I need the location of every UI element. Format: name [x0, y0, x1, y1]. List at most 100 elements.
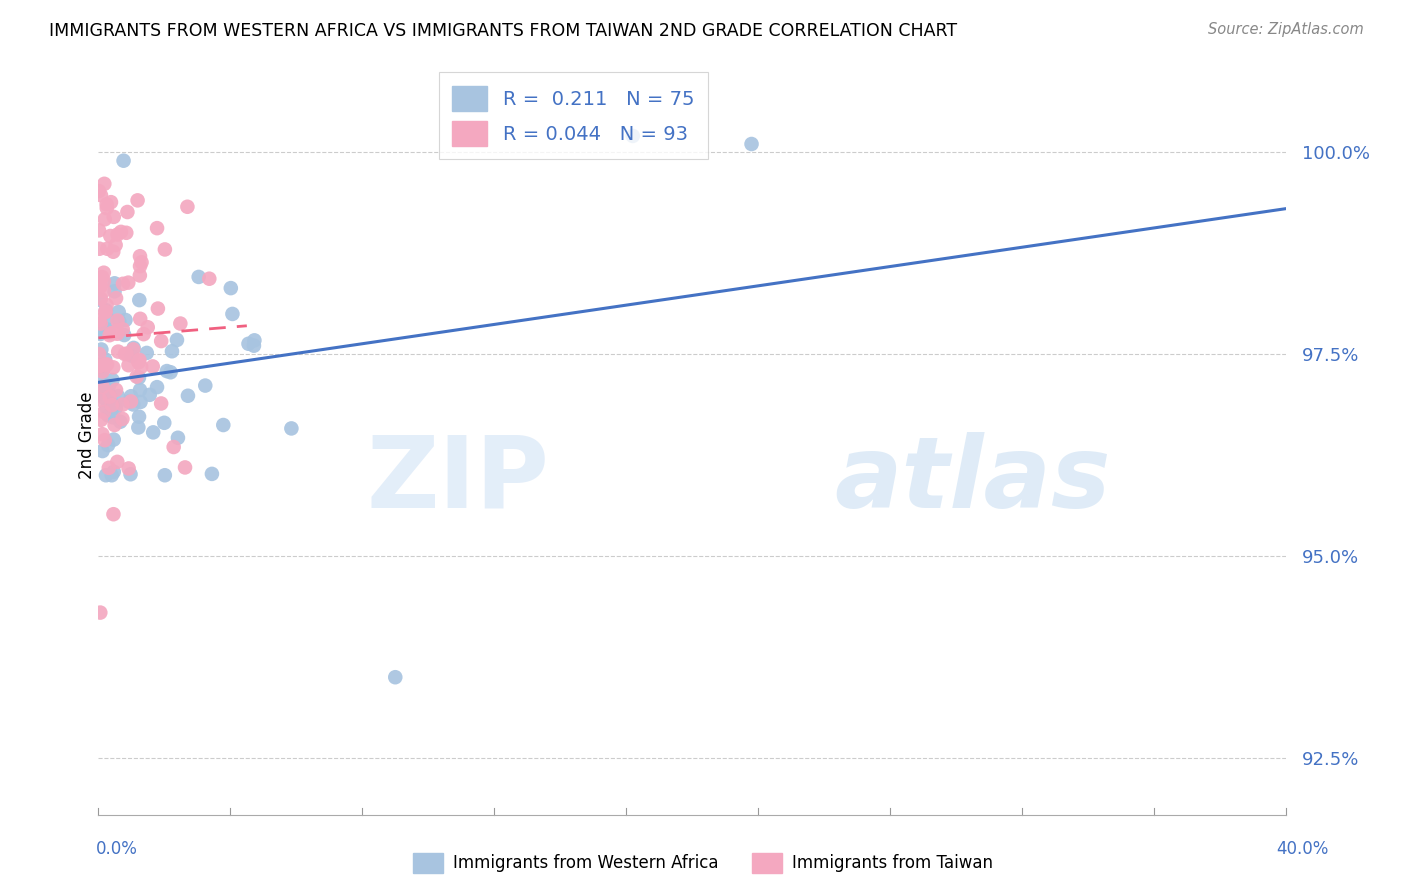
Point: [115, 347, 138, 361]
Point: [90, 279, 112, 293]
Point: [93, 391, 115, 405]
Point: [150, 334, 173, 348]
Point: [90, 292, 112, 306]
Point: [212, 417, 235, 432]
Point: [105, 383, 128, 397]
Text: atlas: atlas: [835, 432, 1111, 529]
Text: 0.0%: 0.0%: [96, 840, 138, 858]
Point: [94, 305, 117, 319]
Point: [174, 460, 197, 475]
Point: [90, 343, 112, 357]
Point: [94, 358, 117, 372]
Point: [107, 389, 129, 403]
Point: [122, 397, 145, 411]
Point: [103, 507, 125, 521]
Point: [153, 468, 176, 483]
Point: [120, 467, 142, 482]
Point: [112, 328, 135, 343]
Point: [94, 378, 117, 392]
Point: [177, 389, 200, 403]
Point: [122, 343, 145, 357]
Point: [741, 136, 763, 151]
Point: [117, 276, 139, 290]
Point: [105, 323, 128, 337]
Point: [96, 401, 118, 416]
Point: [129, 259, 152, 273]
Point: [89, 392, 111, 407]
Point: [90, 317, 112, 331]
Point: [163, 440, 186, 454]
Point: [89, 293, 111, 307]
Point: [128, 352, 150, 367]
Point: [146, 221, 169, 235]
Point: [122, 341, 145, 355]
Point: [91, 365, 114, 379]
Point: [111, 277, 134, 291]
Point: [107, 344, 129, 359]
Point: [101, 373, 124, 387]
Point: [94, 305, 117, 319]
Point: [100, 195, 122, 210]
Point: [108, 314, 131, 328]
Point: [96, 298, 118, 312]
Point: [89, 321, 111, 335]
Point: [111, 398, 134, 412]
Point: [105, 291, 128, 305]
Point: [104, 401, 127, 415]
Point: [159, 365, 181, 379]
Point: [97, 460, 120, 475]
Point: [103, 277, 125, 291]
Point: [201, 467, 224, 481]
Point: [280, 421, 302, 435]
Point: [103, 433, 125, 447]
Point: [153, 243, 176, 257]
Point: [96, 323, 118, 337]
Point: [176, 200, 198, 214]
Point: [91, 427, 114, 442]
Point: [117, 205, 139, 219]
Point: [169, 317, 191, 331]
Point: [127, 420, 149, 434]
Point: [100, 326, 122, 341]
Point: [87, 223, 110, 237]
Point: [90, 413, 112, 427]
Point: [103, 285, 125, 299]
Point: [105, 326, 128, 341]
Point: [96, 358, 118, 372]
Y-axis label: 2nd Grade: 2nd Grade: [79, 391, 96, 479]
Point: [89, 347, 111, 361]
Point: [97, 409, 120, 423]
Point: [107, 305, 129, 319]
Point: [167, 431, 190, 445]
Point: [97, 324, 120, 338]
Legend: R =  0.211   N = 75, R = 0.044   N = 93: R = 0.211 N = 75, R = 0.044 N = 93: [439, 72, 709, 160]
Point: [127, 354, 149, 368]
Point: [120, 394, 142, 409]
Point: [94, 352, 117, 367]
Point: [93, 405, 115, 419]
Point: [91, 380, 114, 394]
Point: [103, 210, 125, 224]
Point: [110, 415, 132, 429]
Point: [90, 325, 112, 339]
Point: [150, 396, 173, 410]
Point: [89, 606, 111, 620]
Point: [125, 369, 148, 384]
Point: [91, 444, 114, 458]
Point: [93, 284, 115, 298]
Point: [87, 184, 110, 198]
Point: [621, 128, 644, 143]
Point: [98, 229, 121, 244]
Point: [111, 322, 134, 336]
Point: [129, 383, 152, 397]
Point: [89, 326, 111, 341]
Point: [101, 398, 124, 412]
Point: [135, 346, 157, 360]
Point: [91, 363, 114, 377]
Point: [198, 271, 221, 285]
Point: [89, 242, 111, 256]
Point: [120, 389, 142, 403]
Point: [384, 670, 406, 684]
Point: [129, 311, 152, 326]
Point: [136, 320, 159, 334]
